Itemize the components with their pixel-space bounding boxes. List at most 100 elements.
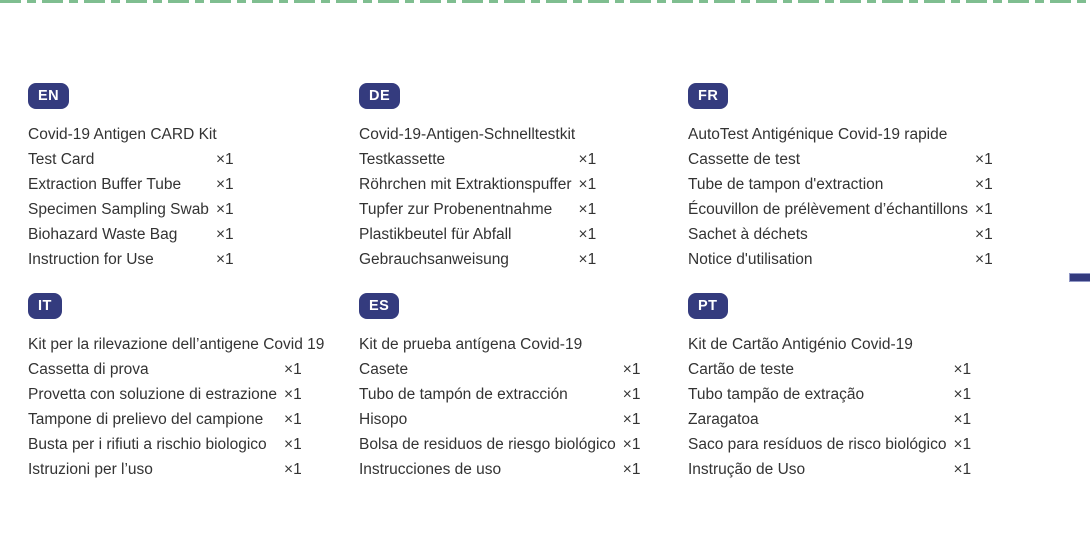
- item-label: Cassetta di prova: [28, 360, 149, 378]
- item-label: Sachet à déchets: [688, 225, 808, 243]
- table-row: Plastikbeutel für Abfall ×1: [359, 222, 596, 247]
- kit-items-pt: Cartão de teste ×1 Tubo tampão de extraç…: [688, 357, 971, 482]
- table-row: Bolsa de residuos de riesgo biológico ×1: [359, 432, 640, 457]
- table-row: Casete ×1: [359, 357, 640, 382]
- table-row: Test Card ×1: [28, 147, 234, 172]
- lang-block-it: IT Kit per la rilevazione dell’antigene …: [28, 293, 324, 482]
- item-quantity: ×1: [215, 250, 234, 268]
- item-quantity: ×1: [578, 175, 597, 193]
- table-row: Cassetta di prova ×1: [28, 357, 302, 382]
- lang-badge-fr: FR: [688, 83, 729, 109]
- item-quantity: ×1: [953, 435, 972, 453]
- lang-badge-de: DE: [359, 83, 401, 109]
- item-label: Écouvillon de prélèvement d’échantillons: [688, 200, 969, 218]
- kit-items-de: Testkassette ×1 Röhrchen mit Extraktions…: [359, 147, 596, 272]
- kit-title-es: Kit de prueba antígena Covid-19: [359, 335, 583, 353]
- kit-items-en: Test Card ×1 Extraction Buffer Tube ×1 S…: [28, 147, 234, 272]
- lang-block-pt: PT Kit de Cartão Antigénio Covid-19 Cart…: [688, 293, 971, 482]
- item-quantity: ×1: [215, 175, 234, 193]
- table-row: Sachet à déchets ×1: [688, 222, 993, 247]
- item-label: Tube de tampon d'extraction: [688, 175, 884, 193]
- table-row: Instrução de Uso ×1: [688, 457, 971, 482]
- table-row: Busta per i rifiuti a rischio biologico …: [28, 432, 302, 457]
- item-quantity: ×1: [284, 385, 302, 403]
- table-row: Cassette de test ×1: [688, 147, 993, 172]
- item-label: Bolsa de residuos de riesgo biológico: [359, 435, 616, 453]
- table-row: Saco para resíduos de risco biológico ×1: [688, 432, 971, 457]
- lang-badge-it: IT: [28, 293, 62, 319]
- right-edge-registration-mark: [1069, 273, 1090, 282]
- table-row: Zaragatoa ×1: [688, 407, 971, 432]
- item-label: Test Card: [28, 150, 95, 168]
- lang-block-en: EN Covid-19 Antigen CARD Kit Test Card ×…: [28, 83, 234, 272]
- table-row: Röhrchen mit Extraktionspuffer ×1: [359, 172, 596, 197]
- table-row: Tubo de tampón de extracción ×1: [359, 382, 640, 407]
- table-row: Notice d'utilisation ×1: [688, 247, 993, 272]
- item-quantity: ×1: [284, 460, 302, 478]
- table-row: Biohazard Waste Bag ×1: [28, 222, 234, 247]
- lang-block-es: ES Kit de prueba antígena Covid-19 Caset…: [359, 293, 640, 482]
- item-label: Provetta con soluzione di estrazione: [28, 385, 278, 403]
- item-quantity: ×1: [215, 200, 234, 218]
- item-label: Tupfer zur Probenentnahme: [359, 200, 553, 218]
- kit-title-it: Kit per la rilevazione dell’antigene Cov…: [28, 335, 325, 353]
- kit-title-de: Covid-19-Antigen-Schnelltestkit: [359, 125, 576, 143]
- item-label: Biohazard Waste Bag: [28, 225, 178, 243]
- item-label: Istruzioni per l’uso: [28, 460, 153, 478]
- item-label: Specimen Sampling Swab: [28, 200, 209, 218]
- table-row: Extraction Buffer Tube ×1: [28, 172, 234, 197]
- lang-badge-es: ES: [359, 293, 400, 319]
- item-quantity: ×1: [975, 250, 993, 268]
- table-row: Tampone di prelievo del campione ×1: [28, 407, 302, 432]
- table-row: Instruction for Use ×1: [28, 247, 234, 272]
- item-label: Instrução de Uso: [688, 460, 806, 478]
- table-row: Tupfer zur Probenentnahme ×1: [359, 197, 596, 222]
- kit-items-fr: Cassette de test ×1 Tube de tampon d'ext…: [688, 147, 993, 272]
- item-label: Gebrauchsanweisung: [359, 250, 509, 268]
- item-label: Hisopo: [359, 410, 408, 428]
- table-row: Instrucciones de uso ×1: [359, 457, 640, 482]
- item-label: Cartão de teste: [688, 360, 794, 378]
- item-label: Plastikbeutel für Abfall: [359, 225, 512, 243]
- lang-block-de: DE Covid-19-Antigen-Schnelltestkit Testk…: [359, 83, 596, 272]
- item-label: Saco para resíduos de risco biológico: [688, 435, 947, 453]
- item-quantity: ×1: [622, 360, 641, 378]
- item-quantity: ×1: [953, 385, 972, 403]
- item-quantity: ×1: [953, 410, 972, 428]
- item-label: Zaragatoa: [688, 410, 759, 428]
- item-quantity: ×1: [975, 150, 993, 168]
- table-row: Cartão de teste ×1: [688, 357, 971, 382]
- item-quantity: ×1: [578, 200, 597, 218]
- table-row: Specimen Sampling Swab ×1: [28, 197, 234, 222]
- table-row: Hisopo ×1: [359, 407, 640, 432]
- item-label: Extraction Buffer Tube: [28, 175, 182, 193]
- table-row: Tube de tampon d'extraction ×1: [688, 172, 993, 197]
- item-quantity: ×1: [578, 225, 597, 243]
- lang-badge-pt: PT: [688, 293, 728, 319]
- lang-badge-en: EN: [28, 83, 70, 109]
- item-label: Instruction for Use: [28, 250, 154, 268]
- kit-title-pt: Kit de Cartão Antigénio Covid-19: [688, 335, 913, 353]
- table-row: Gebrauchsanweisung ×1: [359, 247, 596, 272]
- kit-items-es: Casete ×1 Tubo de tampón de extracción ×…: [359, 357, 640, 482]
- top-dashed-rule: [0, 0, 1090, 3]
- table-row: Istruzioni per l’uso ×1: [28, 457, 302, 482]
- item-quantity: ×1: [284, 410, 302, 428]
- item-quantity: ×1: [622, 385, 641, 403]
- kit-title-en: Covid-19 Antigen CARD Kit: [28, 125, 217, 143]
- item-quantity: ×1: [622, 435, 641, 453]
- lang-block-fr: FR AutoTest Antigénique Covid-19 rapide …: [688, 83, 993, 272]
- item-quantity: ×1: [284, 360, 302, 378]
- item-quantity: ×1: [975, 200, 993, 218]
- kit-title-fr: AutoTest Antigénique Covid-19 rapide: [688, 125, 948, 143]
- item-label: Tubo de tampón de extracción: [359, 385, 568, 403]
- item-label: Cassette de test: [688, 150, 801, 168]
- item-label: Tampone di prelievo del campione: [28, 410, 264, 428]
- item-quantity: ×1: [578, 150, 597, 168]
- item-quantity: ×1: [975, 175, 993, 193]
- item-label: Testkassette: [359, 150, 446, 168]
- item-label: Busta per i rifiuti a rischio biologico: [28, 435, 267, 453]
- item-quantity: ×1: [975, 225, 993, 243]
- item-quantity: ×1: [284, 435, 302, 453]
